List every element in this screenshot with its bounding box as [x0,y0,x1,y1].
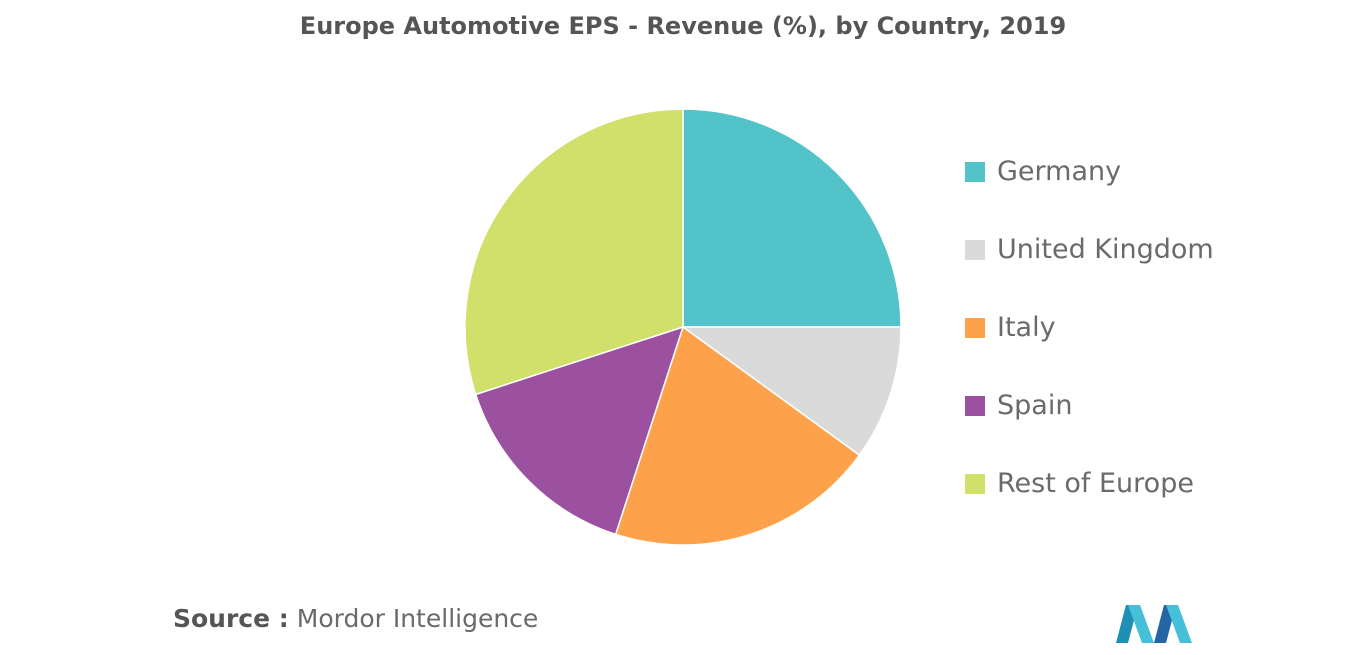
chart-legend: Germany United Kingdom Italy Spain Rest … [965,150,1214,540]
legend-label-spain: Spain [997,390,1073,421]
pie-slice-rest-of-europe [464,108,684,396]
legend-label-italy: Italy [997,312,1056,343]
legend-swatch-spain [965,396,985,416]
legend-swatch-germany [965,162,985,182]
source-text: Mordor Intelligence [296,604,539,633]
mordor-intelligence-logo [1116,605,1192,643]
legend-item-italy: Italy [965,306,1214,384]
legend-item-united-kingdom: United Kingdom [965,228,1214,306]
legend-label-united-kingdom: United Kingdom [997,234,1214,265]
legend-swatch-rest-of-europe [965,474,985,494]
pie-slice-united-kingdom [680,326,902,457]
legend-label-rest-of-europe: Rest of Europe [997,468,1194,499]
legend-item-rest-of-europe: Rest of Europe [965,462,1214,540]
source-label: Source : [173,604,289,633]
legend-label-germany: Germany [997,156,1122,187]
chart-title: Europe Automotive EPS - Revenue (%), by … [299,12,1067,40]
pie-slice-spain [474,325,685,536]
legend-item-spain: Spain [965,384,1214,462]
logo-shape-right [1166,605,1192,643]
legend-swatch-united-kingdom [965,240,985,260]
pie-slice-italy [614,325,861,546]
legend-swatch-italy [965,318,985,338]
logo-shape-mid-left [1128,605,1154,643]
source-note: Source : Mordor Intelligence [173,604,538,633]
legend-item-germany: Germany [965,150,1214,228]
pie-slice-germany [682,108,902,328]
